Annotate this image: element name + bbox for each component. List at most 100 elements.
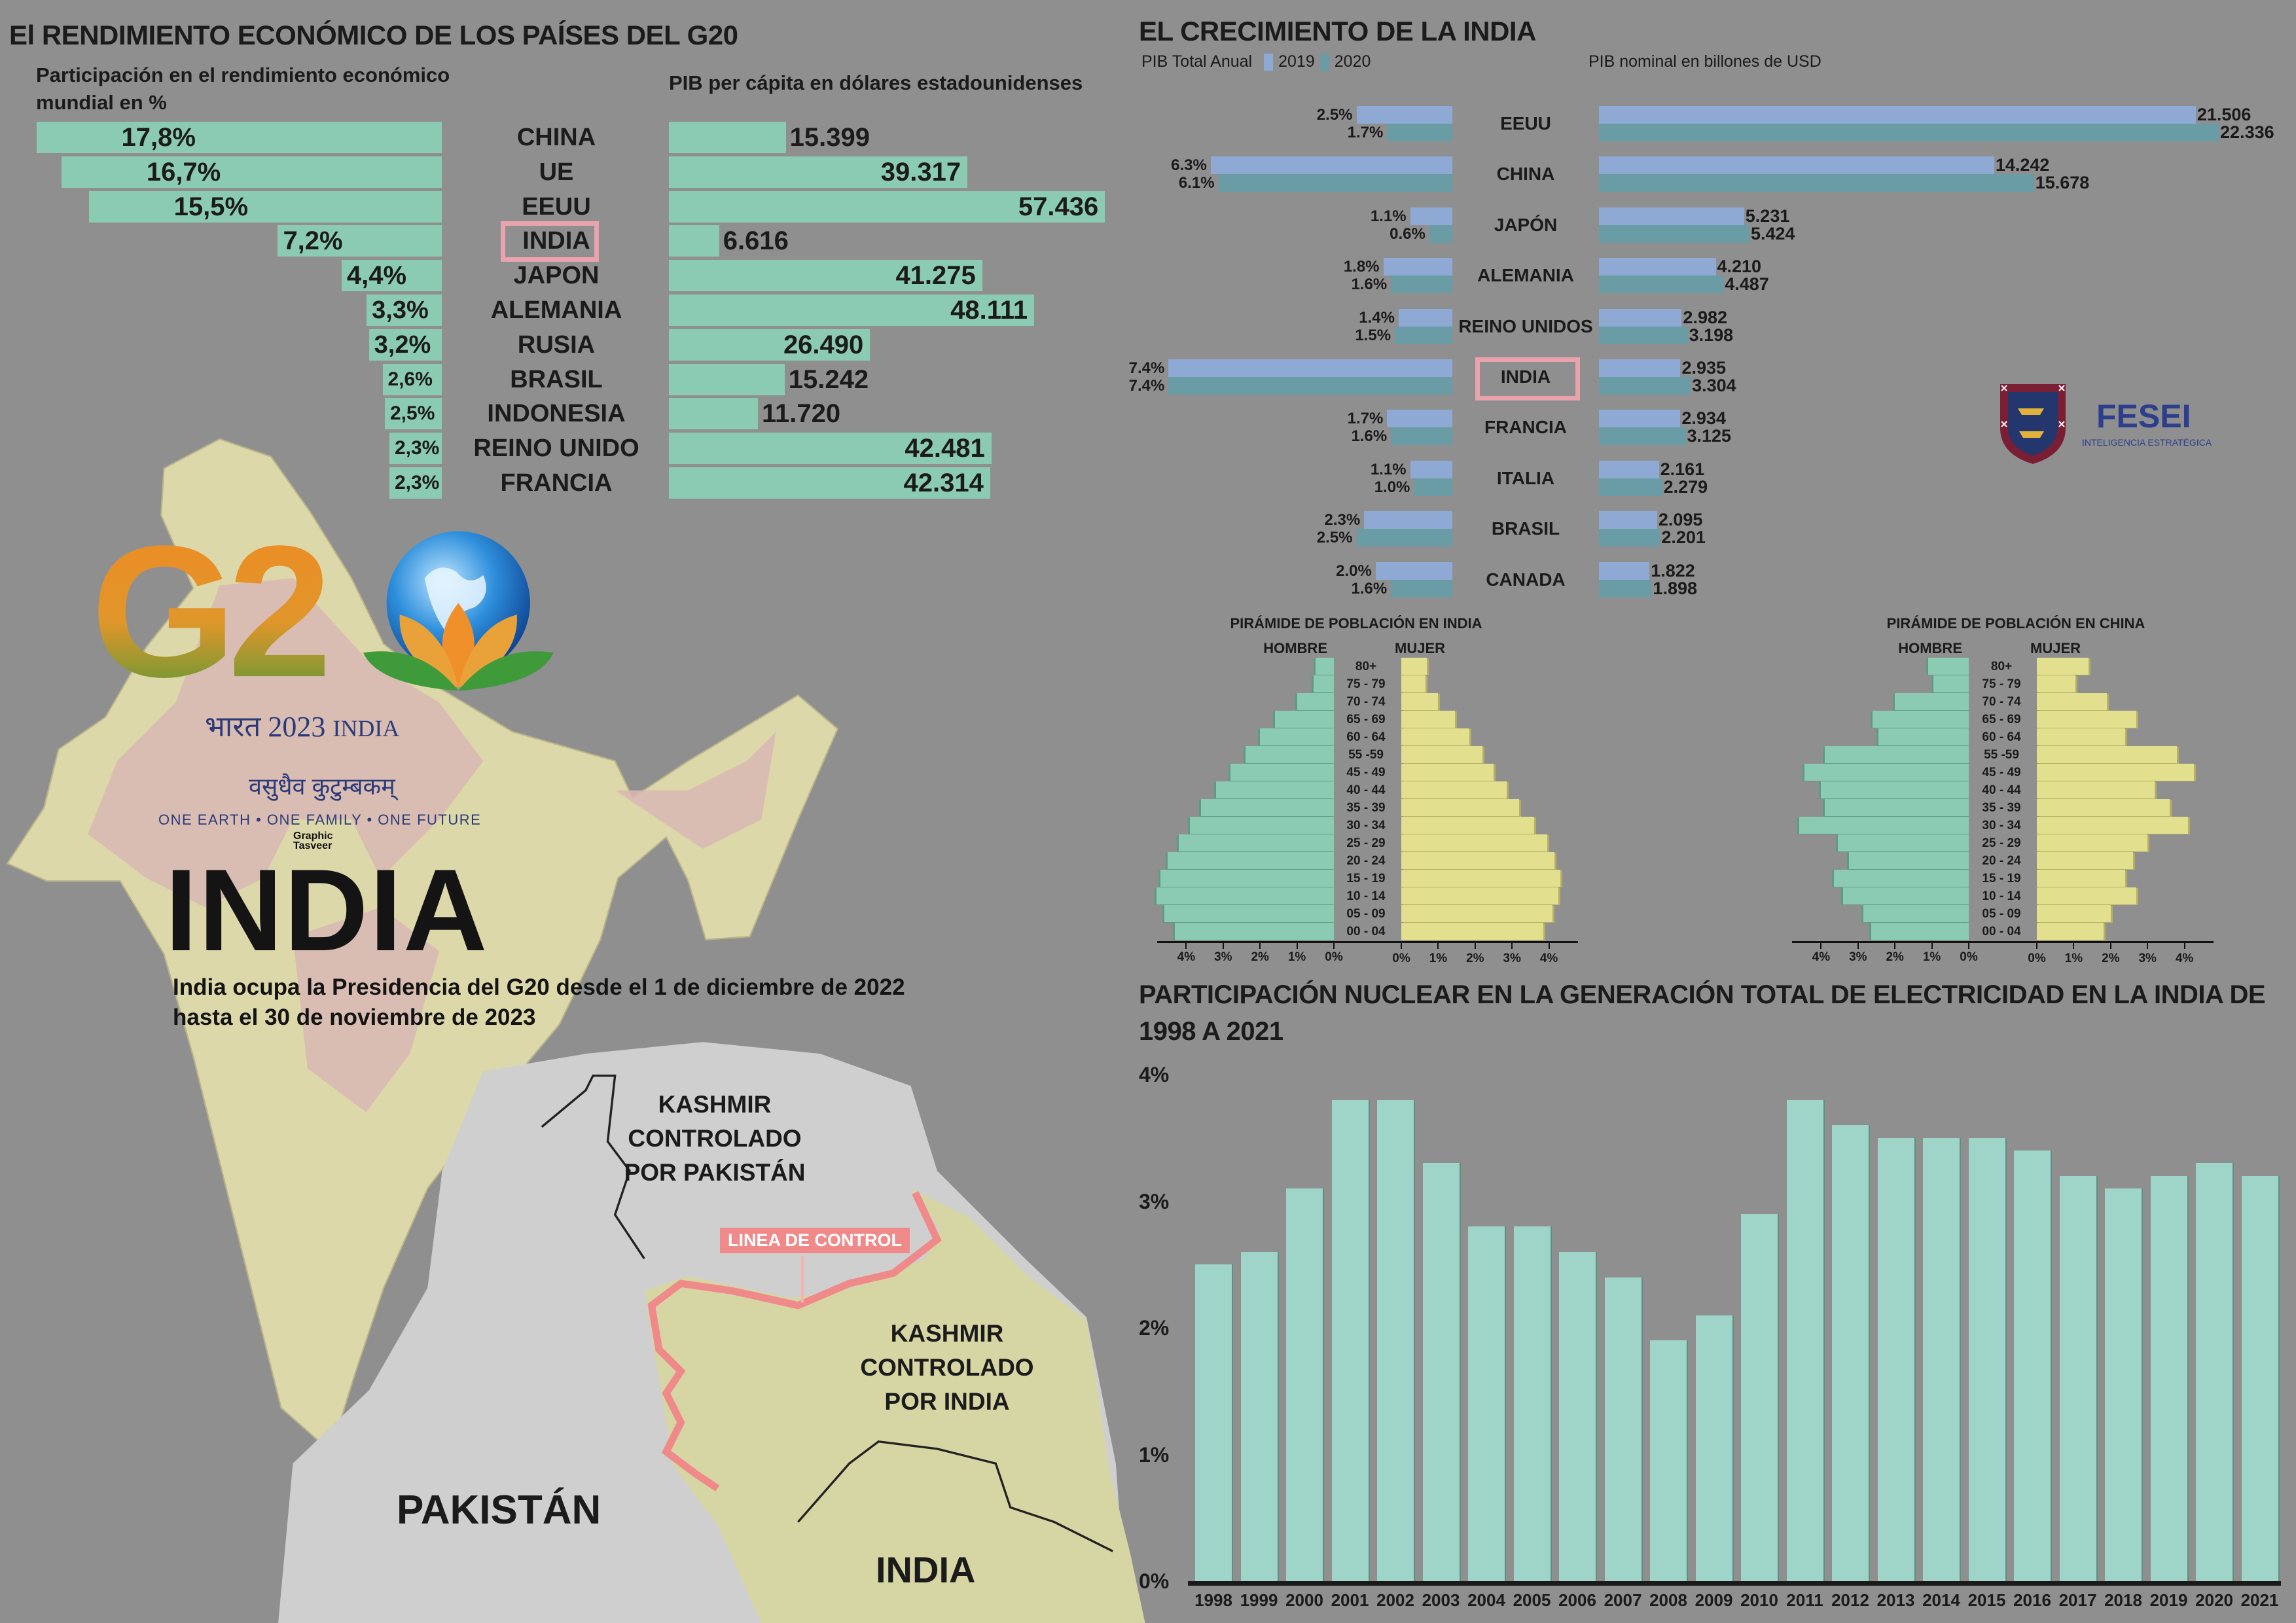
annual-growth-value: 1.0% xyxy=(1374,478,1410,496)
male-tick-label: 1% xyxy=(1922,950,1941,964)
male-bar xyxy=(1215,781,1334,798)
male-bar xyxy=(1933,675,1969,692)
female-bar xyxy=(2037,799,2170,816)
age-group-label: 55 -59 xyxy=(1348,748,1384,762)
age-group-label: 20 - 24 xyxy=(1346,854,1386,868)
male-bar xyxy=(1315,658,1334,675)
share-bar: 4,4% xyxy=(341,260,442,292)
share-value: 2,3% xyxy=(394,472,440,493)
axis-tick xyxy=(1401,941,1402,949)
nominal-gdp-bar-2020 xyxy=(1599,276,1724,294)
age-group-label: 40 - 44 xyxy=(1982,783,2021,797)
country-label: BRASIL xyxy=(510,365,603,393)
age-group-label: 10 - 14 xyxy=(1346,889,1386,903)
female-bar xyxy=(2037,905,2111,922)
year-label: 2019 xyxy=(2149,1590,2188,1610)
share-bar: 2,3% xyxy=(389,467,442,499)
nuclear-bar-2009 xyxy=(1695,1315,1732,1581)
legend-swatch-2020 xyxy=(1319,53,1329,71)
share-value: 17,8% xyxy=(121,123,196,152)
annual-growth-bar-2020 xyxy=(1391,427,1452,446)
age-group-label: 15 - 19 xyxy=(1982,872,2021,885)
annual-growth-value: 2.5% xyxy=(1316,106,1353,124)
age-group-label: 75 - 79 xyxy=(1346,677,1386,691)
axis-tick xyxy=(1968,941,1969,949)
annual-growth-value: 1.1% xyxy=(1370,207,1407,225)
axis-tick xyxy=(2147,941,2149,949)
female-tick-label: 0% xyxy=(1392,952,1410,965)
male-bar xyxy=(1190,817,1334,834)
share-bar: 2,6% xyxy=(382,363,442,395)
growth-section-title: EL CRECIMIENTO DE LA INDIA xyxy=(1139,16,1536,46)
female-bar xyxy=(2037,658,2089,675)
y-tick-label: 3% xyxy=(1139,1189,1170,1213)
nominal-gdp-value: 2.201 xyxy=(1661,527,1706,548)
share-value: 2,5% xyxy=(390,402,435,425)
logo-country: INDIA xyxy=(332,715,400,741)
annual-growth-bar-2020 xyxy=(1391,579,1452,597)
nominal-gdp-value: 4.487 xyxy=(1725,274,1769,294)
year-label: 2013 xyxy=(1876,1590,1915,1610)
nominal-gdp-value: 15.678 xyxy=(2035,173,2090,193)
axis-tick xyxy=(1333,941,1335,949)
axis-tick xyxy=(2109,941,2111,949)
age-group-label: 80+ xyxy=(1990,660,2013,673)
male-bar xyxy=(1821,781,1969,798)
nuclear-bar-2005 xyxy=(1513,1226,1551,1581)
gdp-per-capita-value: 6.616 xyxy=(723,226,789,256)
country-label: FRANCIA xyxy=(1484,417,1567,438)
year-label: 2018 xyxy=(2104,1590,2142,1610)
nominal-gdp-value: 4.210 xyxy=(1717,257,1762,277)
male-label: HOMBRE xyxy=(1898,640,1962,656)
country-label: INDIA xyxy=(522,227,590,255)
annual-growth-bar-2020 xyxy=(1218,174,1452,192)
age-group-label: 40 - 44 xyxy=(1346,783,1386,797)
annual-growth-bar-2020 xyxy=(1391,276,1452,294)
gdp-per-capita-value: 48.111 xyxy=(950,296,1028,325)
female-tick-label: 3% xyxy=(2138,952,2157,965)
logo-year: 2023 xyxy=(268,711,326,743)
age-group-label: 10 - 14 xyxy=(1982,889,2021,903)
label-india-kashmir: KASHMIR CONTROLADO POR INDIA xyxy=(860,1320,1034,1415)
country-label: INDONESIA xyxy=(487,400,626,428)
year-label: 1999 xyxy=(1240,1590,1278,1610)
annual-growth-value: 6.1% xyxy=(1178,174,1215,192)
gdp-per-capita-bar xyxy=(669,433,992,465)
female-bar xyxy=(1401,764,1494,781)
gdp-per-capita-bar xyxy=(669,294,1035,326)
year-label: 2004 xyxy=(1467,1590,1505,1610)
age-group-label: 25 - 29 xyxy=(1346,836,1386,850)
female-label: MUJER xyxy=(2030,640,2081,656)
legend-2019: 2019 xyxy=(1278,52,1315,71)
male-label: HOMBRE xyxy=(1263,640,1327,656)
male-bar xyxy=(1804,764,1969,781)
nominal-gdp-value: 22.336 xyxy=(2220,122,2274,142)
gdp-per-capita-bar xyxy=(669,122,786,153)
gdp-per-capita-bar xyxy=(669,190,1105,223)
male-bar xyxy=(1157,887,1334,904)
axis-tick xyxy=(1857,941,1859,949)
age-group-label: 70 - 74 xyxy=(1346,695,1386,709)
female-tick-label: 4% xyxy=(2175,952,2194,965)
annual-growth-value: 1.7% xyxy=(1347,124,1384,141)
gdp-per-capita-bar xyxy=(669,363,785,395)
year-label: 2001 xyxy=(1331,1590,1369,1610)
male-bar xyxy=(1878,728,1969,745)
male-tick-label: 3% xyxy=(1214,950,1232,964)
female-tick-label: 2% xyxy=(1466,952,1484,965)
gdp-per-capita-bar xyxy=(669,225,719,257)
nominal-gdp-bar-2019 xyxy=(1599,359,1681,377)
nuclear-bar-2018 xyxy=(2105,1188,2142,1581)
pyramid-axis-line xyxy=(1157,941,1578,943)
axis-tick xyxy=(1511,941,1513,949)
share-bar: 2,5% xyxy=(385,398,442,430)
nominal-gdp-bar-2019 xyxy=(1599,207,1744,225)
nuclear-bar-2002 xyxy=(1377,1099,1414,1581)
female-bar xyxy=(1401,711,1455,728)
nuclear-bar-2006 xyxy=(1559,1251,1596,1581)
male-tick-label: 0% xyxy=(1325,950,1343,964)
age-group-label: 45 - 49 xyxy=(1982,766,2021,779)
gdp-per-capita-bar xyxy=(669,260,982,292)
year-label: 2005 xyxy=(1513,1590,1551,1610)
nominal-gdp-bar-2019 xyxy=(1599,258,1716,276)
